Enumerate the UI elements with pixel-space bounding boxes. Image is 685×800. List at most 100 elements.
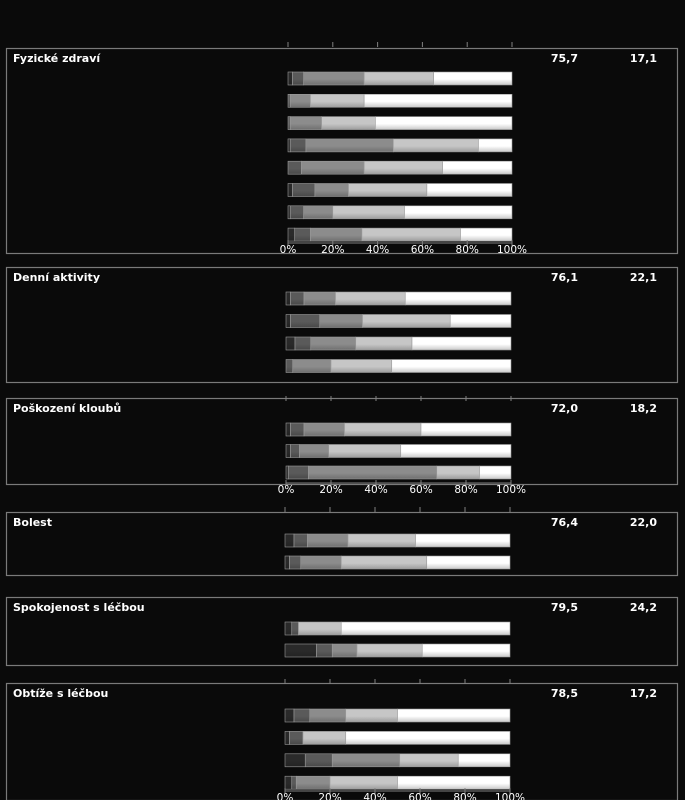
x-tick-label: 60% (408, 792, 431, 800)
bar-segment-5 (391, 359, 512, 373)
bar-segment-3 (309, 708, 347, 723)
panel-frame (5, 682, 679, 800)
bar-segment-1 (284, 775, 293, 790)
panel-stat-1: 72,0 (551, 402, 578, 415)
bar-segment-3 (331, 753, 401, 768)
bar-row (285, 336, 512, 351)
x-tick-label: 20% (321, 244, 344, 256)
bar-segment-2 (287, 160, 302, 175)
bar-segment-3 (308, 465, 438, 480)
bar-segment-5 (479, 465, 512, 480)
panel-title: Obtíže s léčbou (13, 687, 108, 700)
x-tick-label: 100% (497, 244, 527, 256)
bar-segment-3 (295, 775, 331, 790)
bar-row (284, 753, 511, 768)
bar-segment-3 (292, 359, 332, 373)
panel-frame (5, 47, 679, 255)
bar-segment-1 (285, 336, 296, 351)
bar-segment-5 (460, 227, 513, 242)
bar-row (287, 183, 513, 197)
bar-segment-5 (415, 533, 511, 548)
x-tick-label: 40% (364, 484, 387, 496)
panel-1: Fyzické zdraví 75,7 17,1 0% 20% 40% 60% 80% 100% (5, 42, 679, 256)
bar-segment-5 (421, 643, 511, 658)
bar-segment-5 (426, 555, 511, 570)
bar-segment-3 (299, 444, 330, 458)
bar-segment-4 (298, 621, 342, 636)
bar-segment-3 (307, 533, 349, 548)
bar-segment-2 (316, 643, 333, 658)
bar-segment-1 (284, 643, 317, 658)
bar-segment-2 (289, 731, 304, 745)
bar-segment-2 (285, 359, 294, 373)
x-tick-label: 0% (277, 792, 294, 800)
bar-row (284, 775, 511, 790)
x-tick-label: 80% (453, 792, 476, 800)
x-tick-label: 0% (278, 484, 295, 496)
bar-segment-4 (347, 533, 416, 548)
bar-row (287, 138, 513, 153)
bar-segment-1 (287, 227, 296, 242)
bar-segment-2 (289, 205, 304, 220)
bar-row (284, 533, 511, 548)
bar-segment-5 (345, 731, 511, 745)
bar-segment-5 (426, 183, 513, 197)
x-tick-label: 60% (411, 244, 434, 256)
panel-title: Denní aktivity (13, 271, 100, 284)
bar-segment-1 (287, 138, 291, 153)
bar-segment-2 (290, 314, 321, 328)
bar-segment-4 (392, 138, 479, 153)
bar-segment-3 (319, 314, 363, 328)
x-tick-label: 100% (495, 792, 525, 800)
panel-stat-1: 76,4 (551, 516, 578, 529)
bar-segment-1 (285, 465, 289, 480)
panel-stat-2: 17,1 (630, 52, 657, 65)
panel-title: Bolest (13, 516, 52, 529)
bar-row (285, 291, 512, 306)
bar-segment-2 (292, 71, 304, 86)
bar-segment-3 (303, 291, 336, 306)
bar-row (287, 94, 513, 108)
bar-segment-3 (303, 205, 334, 220)
bar-segment-5 (478, 138, 513, 153)
bar-row (285, 314, 512, 328)
bar-segment-3 (300, 555, 342, 570)
panel-stat-2: 18,2 (630, 402, 657, 415)
panel-3: Poškození kloubů 72,0 18,2 0% 20% 40% 60% 80% 10… (5, 396, 679, 496)
x-tick-label: 40% (366, 244, 389, 256)
bar-row (285, 444, 512, 458)
bar-row (287, 116, 513, 130)
bar-segment-2 (290, 422, 305, 437)
bar-segment-3 (310, 336, 357, 351)
x-tick-label: 80% (456, 244, 479, 256)
bar-segment-5 (404, 291, 512, 306)
panel-5: Spokojenost s léčbou 79,5 24,2 (5, 596, 679, 667)
bar-segment-2 (289, 555, 302, 570)
x-tick-label: 40% (363, 792, 386, 800)
bar-segment-4 (328, 444, 402, 458)
x-tick-label: 100% (496, 484, 526, 496)
bar-segment-3 (289, 94, 311, 108)
bar-row (285, 359, 512, 373)
panel-stat-1: 75,7 (551, 52, 578, 65)
bar-segment-3 (305, 138, 394, 153)
panel-stat-2: 22,1 (630, 271, 657, 284)
panel-frame (5, 266, 679, 384)
panel-title: Fyzické zdraví (13, 52, 101, 65)
panel-frame (5, 596, 679, 667)
panel-stat-1: 78,5 (551, 687, 578, 700)
panel-frame (5, 511, 679, 577)
panel-4: Bolest 76,4 22,0 (5, 507, 679, 577)
bar-segment-3 (314, 183, 349, 197)
bar-segment-4 (310, 94, 365, 108)
bar-row (284, 621, 511, 636)
bar-segment-1 (285, 444, 291, 458)
bar-segment-2 (287, 116, 291, 130)
bar-segment-3 (289, 116, 322, 130)
bar-segment-2 (304, 753, 333, 768)
bar-segment-5 (442, 160, 513, 175)
bar-segment-5 (449, 314, 512, 328)
bar-row (287, 227, 513, 242)
bar-row (285, 422, 512, 437)
